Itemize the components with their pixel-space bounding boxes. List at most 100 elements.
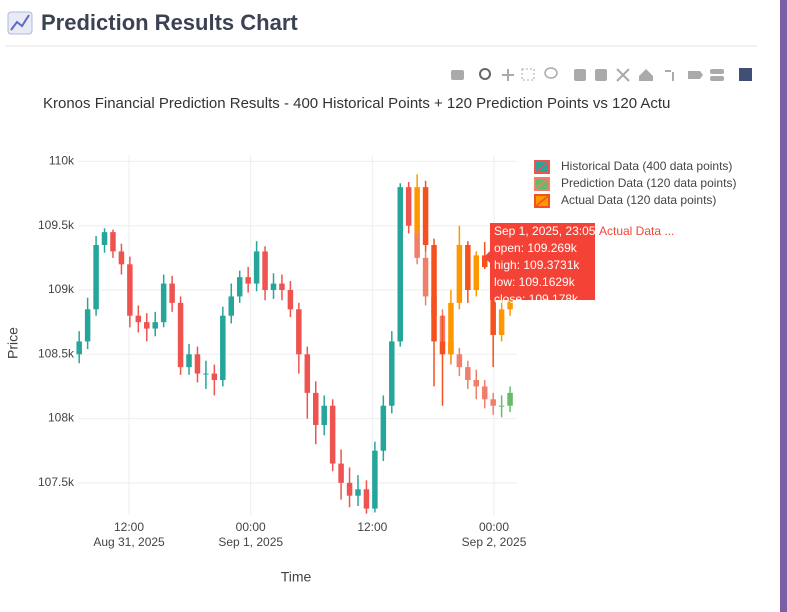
candle-body xyxy=(304,354,311,393)
legend-label: Historical Data (400 data points) xyxy=(561,159,732,173)
candle-body xyxy=(481,255,488,268)
candle-body xyxy=(507,392,513,406)
y-tick-label: 108.5k xyxy=(38,346,75,360)
hover-series: Actual Data ... xyxy=(599,224,674,238)
candle-body xyxy=(389,341,395,406)
candle-body xyxy=(465,245,471,290)
x-tick-label: 12:00 Aug 31, 2025 xyxy=(93,520,165,549)
tool-hover-closest[interactable] xyxy=(688,71,703,79)
candle-body xyxy=(279,283,285,290)
candle-body xyxy=(296,309,302,355)
tool-camera[interactable] xyxy=(451,70,464,80)
y-tick-label: 108k xyxy=(48,411,75,425)
candle-body xyxy=(177,302,184,368)
candle-body xyxy=(253,251,260,284)
legend-label: Actual Data (120 data points) xyxy=(561,193,716,207)
candle-body xyxy=(220,315,226,380)
candle-body xyxy=(127,264,133,316)
candle-body xyxy=(439,341,446,355)
candle-body xyxy=(93,245,99,310)
candle-body xyxy=(312,392,319,425)
hover-box xyxy=(490,223,595,300)
tool-zoom-out[interactable] xyxy=(595,69,607,81)
candle-body xyxy=(465,367,471,380)
candle-body xyxy=(414,187,420,233)
candle-body xyxy=(481,386,488,400)
candle-body xyxy=(169,283,175,303)
tool-autoscale[interactable] xyxy=(616,68,630,82)
hover-time: Sep 1, 2025, 23:05 xyxy=(494,224,596,238)
tool-hover-compare[interactable] xyxy=(710,69,724,74)
candle-body xyxy=(422,257,429,297)
tool-zoom-in[interactable] xyxy=(574,69,586,81)
hover-line: open: 109.269k xyxy=(494,241,578,255)
candle-body xyxy=(329,405,336,464)
plot-area xyxy=(76,174,513,514)
candle-body xyxy=(498,309,505,335)
candle-body xyxy=(321,405,327,425)
candle-body xyxy=(287,290,294,310)
tool-select[interactable] xyxy=(521,68,535,81)
candle-body xyxy=(355,489,361,496)
candle-body xyxy=(380,405,387,451)
y-axis-title: Price xyxy=(5,327,21,359)
candle-body xyxy=(456,354,463,368)
hover-line: low: 109.1629k xyxy=(494,275,576,289)
candle-body xyxy=(160,283,167,323)
legend-label: Prediction Data (120 data points) xyxy=(561,176,736,190)
candle-body xyxy=(431,245,437,342)
x-axis-title: Time xyxy=(281,569,312,585)
candle-body xyxy=(456,245,463,303)
candle-body xyxy=(76,341,82,355)
candle-body xyxy=(414,232,420,258)
candle-body xyxy=(211,373,218,380)
y-tick-label: 109.5k xyxy=(38,218,75,232)
toolbar xyxy=(451,67,752,82)
candle-body xyxy=(135,315,142,323)
tool-spike[interactable] xyxy=(665,70,674,81)
x-tick-label: 00:00 Sep 2, 2025 xyxy=(461,520,527,549)
tool-zoom[interactable] xyxy=(479,68,491,80)
candle-body xyxy=(228,296,235,316)
candle-body xyxy=(397,187,403,342)
candle-body xyxy=(473,255,480,290)
candle-body xyxy=(405,187,412,226)
candle-body xyxy=(101,232,108,245)
tool-lasso[interactable] xyxy=(544,67,558,79)
tool-pan[interactable] xyxy=(502,69,514,81)
candle-body xyxy=(236,277,243,297)
x-tick-label: 12:00 xyxy=(357,520,388,534)
candle-body xyxy=(473,380,480,387)
candle-body xyxy=(152,322,158,329)
candle-body xyxy=(338,463,344,483)
tool-reset[interactable] xyxy=(639,69,653,81)
candle-body xyxy=(110,232,116,252)
legend-swatch-line xyxy=(535,178,549,190)
candle-body xyxy=(346,482,353,496)
scrollbar[interactable] xyxy=(780,0,787,612)
legend-swatch-line xyxy=(535,195,549,207)
legend-swatch-line xyxy=(535,161,549,173)
candle-body xyxy=(144,322,150,329)
candle-body xyxy=(270,283,277,290)
candle-body xyxy=(363,489,370,509)
header-icon xyxy=(7,11,33,35)
x-tick-label: 00:00 Sep 1, 2025 xyxy=(218,520,284,549)
candle-body xyxy=(194,354,201,374)
candle-body xyxy=(262,251,268,290)
candle-body xyxy=(372,450,378,509)
y-tick-label: 107.5k xyxy=(38,475,75,489)
y-tick-label: 109k xyxy=(48,282,75,296)
hover-line: high: 109.3731k xyxy=(494,258,580,272)
candle-body xyxy=(498,405,505,407)
candle-body xyxy=(490,267,496,335)
candle-body xyxy=(84,309,91,342)
candle-body xyxy=(245,277,251,284)
tool-plotly-logo[interactable] xyxy=(739,68,752,81)
hover-label: Sep 1, 2025, 23:05 open: 109.269k high: 10… xyxy=(484,223,674,306)
hover-line: close: 109.178k xyxy=(494,292,579,306)
tool-hover-compare-2[interactable] xyxy=(710,76,724,81)
legend[interactable]: Historical Data (400 data points) Predict… xyxy=(534,159,736,208)
